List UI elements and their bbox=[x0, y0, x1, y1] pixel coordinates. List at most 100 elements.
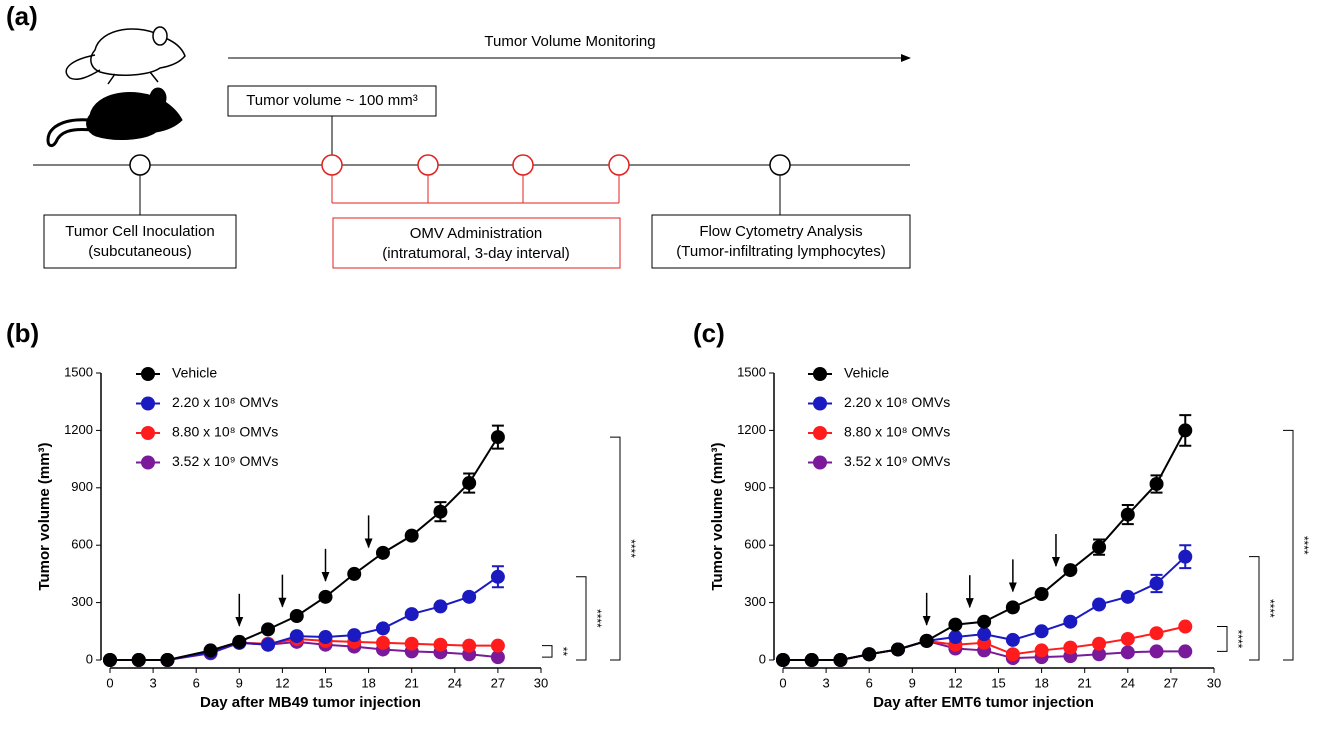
marker bbox=[977, 614, 992, 629]
step-label: (Tumor-infiltrating lymphocytes) bbox=[676, 243, 886, 260]
step-label: Flow Cytometry Analysis bbox=[699, 223, 862, 240]
x-axis-title: Day after EMT6 tumor injection bbox=[873, 694, 1094, 711]
x-tick-label: 30 bbox=[1207, 675, 1221, 690]
x-tick-label: 3 bbox=[149, 675, 156, 690]
marker bbox=[347, 566, 362, 581]
x-tick-label: 24 bbox=[448, 675, 462, 690]
marker bbox=[1149, 626, 1164, 641]
marker bbox=[1092, 647, 1107, 662]
marker bbox=[1120, 507, 1135, 522]
marker bbox=[1063, 614, 1078, 629]
step-label: Tumor Cell Inoculation bbox=[65, 223, 215, 240]
legend-label: Vehicle bbox=[172, 365, 217, 381]
significance-label: **** bbox=[590, 609, 604, 628]
x-tick-label: 15 bbox=[318, 675, 332, 690]
marker bbox=[131, 653, 146, 667]
significance-bracket bbox=[1249, 556, 1260, 661]
marker bbox=[404, 607, 419, 622]
marker bbox=[948, 630, 963, 645]
x-tick-label: 3 bbox=[822, 675, 829, 690]
x-tick-label: 18 bbox=[361, 675, 375, 690]
x-tick-label: 24 bbox=[1121, 675, 1135, 690]
marker bbox=[462, 589, 477, 604]
marker bbox=[433, 599, 448, 614]
marker bbox=[1178, 549, 1193, 564]
marker bbox=[1005, 647, 1020, 662]
y-tick-label: 1200 bbox=[737, 422, 766, 437]
threshold-label: Tumor volume ~ 100 mm³ bbox=[246, 92, 418, 109]
marker bbox=[261, 622, 276, 637]
x-tick-label: 27 bbox=[1164, 675, 1178, 690]
marker bbox=[1092, 597, 1107, 612]
legend-marker bbox=[813, 396, 827, 411]
marker bbox=[404, 528, 419, 543]
marker bbox=[776, 653, 790, 667]
significance-bracket bbox=[610, 436, 621, 661]
y-axis-title: Tumor volume (mm³) bbox=[36, 442, 53, 590]
marker bbox=[375, 621, 390, 636]
marker bbox=[462, 476, 477, 491]
marker bbox=[1034, 586, 1049, 601]
x-tick-label: 6 bbox=[866, 675, 873, 690]
timepoints bbox=[129, 154, 791, 176]
marker bbox=[1120, 589, 1135, 604]
marker bbox=[404, 636, 419, 651]
significance-bracket bbox=[1283, 429, 1294, 661]
y-tick-label: 900 bbox=[744, 479, 766, 494]
marker bbox=[490, 569, 505, 584]
legend-label: 3.52 x 10⁹ OMVs bbox=[844, 453, 950, 469]
black-mouse bbox=[46, 87, 183, 148]
marker bbox=[289, 608, 304, 623]
legend-label: 3.52 x 10⁹ OMVs bbox=[172, 453, 278, 469]
step-box bbox=[43, 214, 237, 269]
marker bbox=[1120, 645, 1135, 660]
marker bbox=[103, 653, 117, 667]
x-axis-title: Day after MB49 tumor injection bbox=[200, 694, 421, 711]
marker bbox=[1149, 476, 1164, 491]
y-tick-label: 1500 bbox=[64, 364, 93, 379]
x-tick-label: 12 bbox=[275, 675, 289, 690]
x-tick-label: 15 bbox=[991, 675, 1005, 690]
y-axis-title: Tumor volume (mm³) bbox=[709, 442, 726, 590]
x-tick-label: 0 bbox=[106, 675, 113, 690]
legend-label: 2.20 x 10⁸ OMVs bbox=[172, 394, 278, 410]
marker bbox=[862, 647, 877, 662]
marker bbox=[433, 504, 448, 519]
step-box bbox=[332, 217, 621, 269]
x-tick-label: 27 bbox=[491, 675, 505, 690]
marker bbox=[890, 642, 905, 657]
marker bbox=[1178, 423, 1193, 438]
y-tick-label: 1500 bbox=[737, 364, 766, 379]
marker bbox=[1149, 576, 1164, 591]
marker bbox=[203, 643, 218, 658]
step-label: OMV Administration bbox=[410, 225, 543, 242]
marker bbox=[1178, 644, 1193, 659]
threshold-box bbox=[227, 85, 437, 117]
marker bbox=[462, 638, 477, 653]
x-tick-label: 18 bbox=[1034, 675, 1048, 690]
legend-marker bbox=[141, 426, 155, 440]
step-label: (intratumoral, 3-day interval) bbox=[382, 245, 570, 262]
legend-label: 8.80 x 10⁸ OMVs bbox=[172, 424, 278, 440]
marker bbox=[232, 634, 247, 649]
marker bbox=[1063, 563, 1078, 578]
administration-bracket bbox=[331, 175, 620, 204]
y-tick-label: 300 bbox=[744, 594, 766, 609]
significance-bracket bbox=[576, 576, 587, 661]
marker bbox=[977, 627, 992, 642]
legend-marker bbox=[813, 455, 827, 470]
step-label: (subcutaneous) bbox=[88, 243, 191, 260]
legend-marker bbox=[141, 455, 155, 470]
marker bbox=[1034, 643, 1049, 658]
y-tick-label: 0 bbox=[759, 651, 766, 666]
white-mouse bbox=[65, 26, 186, 85]
marker bbox=[490, 650, 505, 665]
marker bbox=[1092, 636, 1107, 651]
significance-label: **** bbox=[1263, 599, 1277, 618]
panel-label: (b) bbox=[6, 318, 39, 348]
marker bbox=[490, 430, 505, 445]
legend-marker bbox=[141, 367, 155, 381]
panel-label: (a) bbox=[6, 1, 38, 31]
marker bbox=[261, 637, 276, 652]
